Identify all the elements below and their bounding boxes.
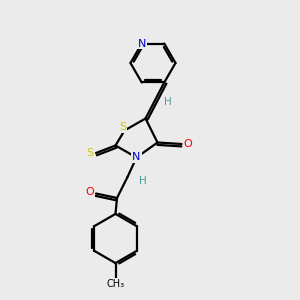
Text: S: S [86,148,93,158]
Text: O: O [85,187,94,197]
Text: S: S [119,122,127,133]
Text: N: N [138,38,146,49]
Text: H: H [164,97,171,107]
Text: H: H [139,176,146,187]
Text: O: O [184,139,193,149]
Text: CH₃: CH₃ [106,279,124,289]
Text: N: N [132,152,141,163]
